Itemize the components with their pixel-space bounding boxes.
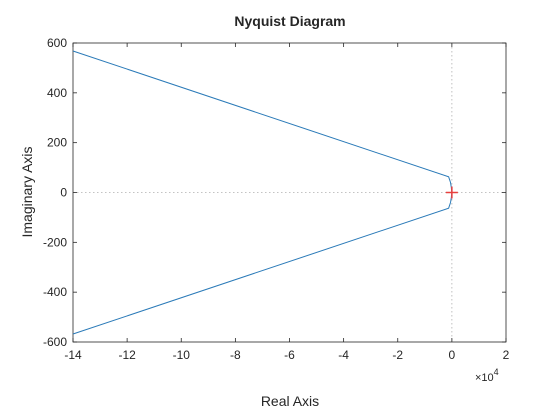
y-tick-label: 200 [47,136,67,150]
critical-point-layer [445,186,458,199]
x-tick-label: 0 [449,348,456,362]
critical-point-marker [445,186,458,199]
y-tick-label: 400 [47,86,67,100]
plot-area: -14 -12 -10 -8 -6 -4 -2 0 2 -600 -400 -200 0 200 400 6… [43,36,510,362]
x-axis-multiplier-base: ×10 [475,372,494,384]
x-axis-multiplier-exponent: 4 [494,367,499,377]
x-tick-label: -4 [338,348,349,362]
y-tick-label: 600 [47,36,67,50]
x-tick-label: -10 [173,348,191,362]
y-axis-label: Imaginary Axis [19,146,35,237]
x-tick-label: -6 [284,348,295,362]
y-tick-label: 0 [60,186,67,200]
x-tick-label: -8 [230,348,241,362]
y-tick-label: -600 [43,335,67,349]
y-tick-label: -200 [43,235,67,249]
x-axis-multiplier: ×104 [475,367,499,384]
x-axis-label: Real Axis [261,393,319,409]
x-tick-label: -14 [64,348,82,362]
y-tick-label: -400 [43,285,67,299]
y-axis-ticks: -600 -400 -200 0 200 400 600 [43,36,506,349]
x-tick-label: 2 [503,348,510,362]
chart-title: Nyquist Diagram [234,13,345,29]
x-tick-label: -2 [392,348,403,362]
x-axis-ticks: -14 -12 -10 -8 -6 -4 -2 0 2 [64,43,510,362]
x-tick-label: -12 [118,348,136,362]
